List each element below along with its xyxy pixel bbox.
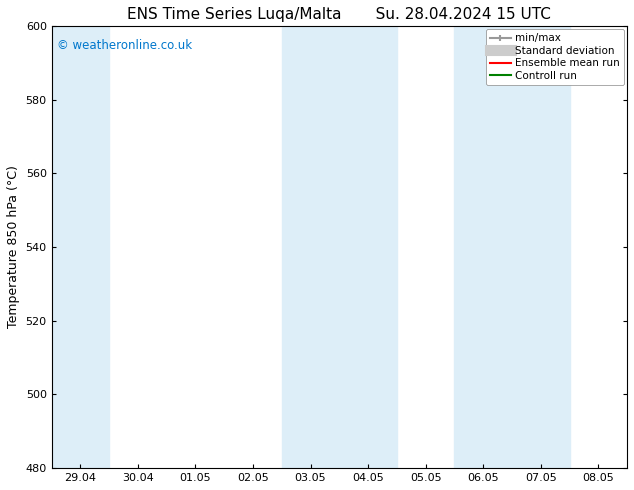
Bar <box>512 26 569 468</box>
Bar <box>51 26 109 468</box>
Bar <box>281 26 339 468</box>
Y-axis label: Temperature 850 hPa (°C): Temperature 850 hPa (°C) <box>7 166 20 328</box>
Title: ENS Time Series Luqa/Malta       Su. 28.04.2024 15 UTC: ENS Time Series Luqa/Malta Su. 28.04.202… <box>127 7 552 22</box>
Bar <box>455 26 512 468</box>
Text: © weatheronline.co.uk: © weatheronline.co.uk <box>57 39 193 52</box>
Bar <box>339 26 397 468</box>
Legend: min/max, Standard deviation, Ensemble mean run, Controll run: min/max, Standard deviation, Ensemble me… <box>486 29 624 85</box>
